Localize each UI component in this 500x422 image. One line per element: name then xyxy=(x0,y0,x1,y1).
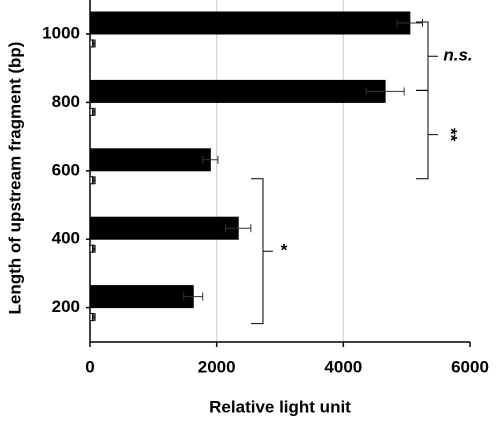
bar xyxy=(89,11,411,35)
x-tick-label: 6000 xyxy=(451,357,489,376)
x-tick-label: 4000 xyxy=(324,357,362,376)
error-bar xyxy=(396,19,423,27)
error-bar xyxy=(92,313,96,322)
error-bar xyxy=(202,155,219,164)
significance-label: ** xyxy=(442,128,461,142)
error-bar xyxy=(92,39,96,48)
y-tick-label: 400 xyxy=(52,229,80,248)
error-bar xyxy=(365,87,405,96)
error-bar xyxy=(92,244,96,253)
x-tick-label: 2000 xyxy=(198,357,236,376)
y-tick-label: 800 xyxy=(52,92,80,111)
y-tick-label: 200 xyxy=(52,297,80,316)
bar xyxy=(89,79,386,103)
y-tick-label: 600 xyxy=(52,160,80,179)
significance-bracket xyxy=(251,178,273,325)
significance-label: * xyxy=(281,241,288,260)
error-bar xyxy=(92,107,96,116)
bar xyxy=(89,216,239,240)
significance-bracket xyxy=(416,89,438,180)
bar xyxy=(89,285,194,309)
y-tick-label: 1000 xyxy=(42,23,80,42)
error-bar xyxy=(92,176,96,185)
x-tick-label: 0 xyxy=(85,357,94,376)
error-bar xyxy=(183,292,204,301)
y-axis-label: Length of upstream fragment (bp) xyxy=(5,42,24,315)
error-bar xyxy=(225,224,252,233)
bar xyxy=(89,148,211,172)
x-axis-label: Relative light unit xyxy=(209,397,351,416)
significance-label: n.s. xyxy=(443,46,472,65)
significance-bracket xyxy=(416,21,438,91)
